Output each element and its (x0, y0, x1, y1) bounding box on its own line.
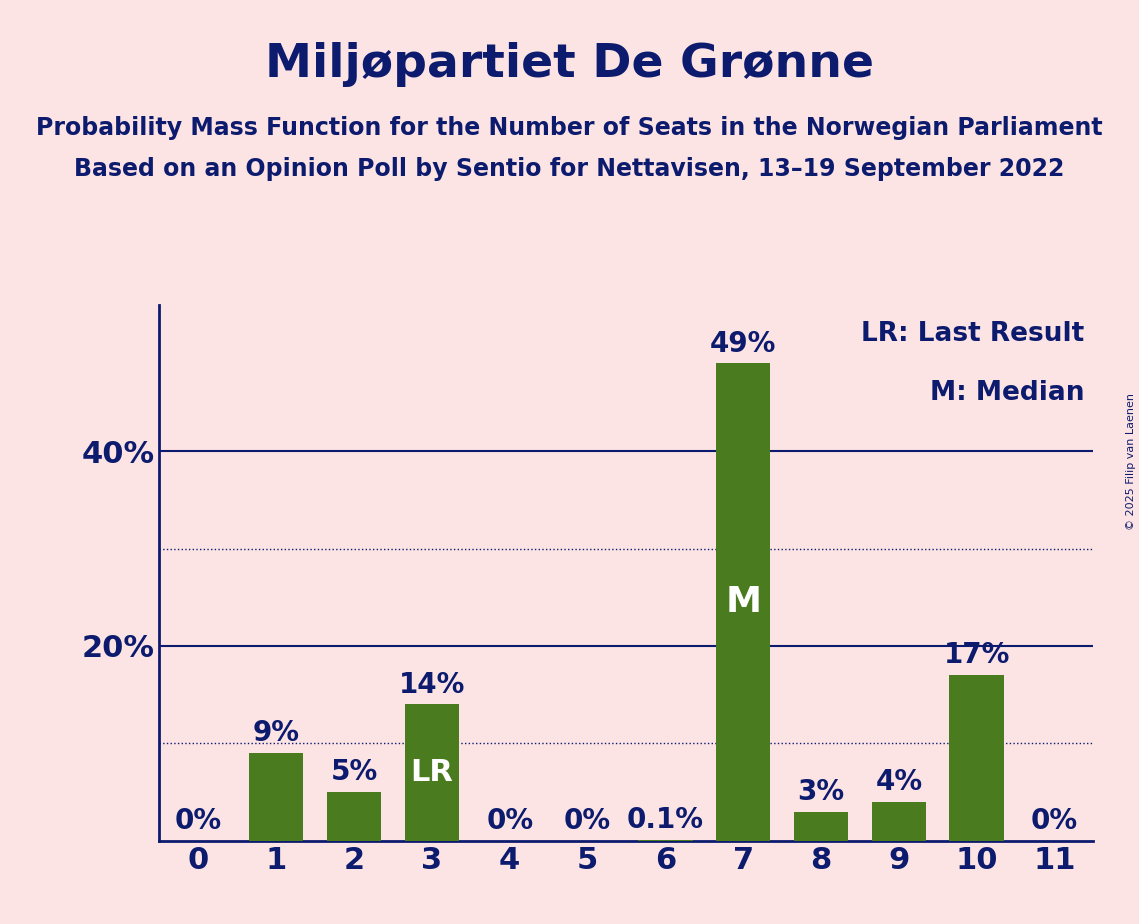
Text: Probability Mass Function for the Number of Seats in the Norwegian Parliament: Probability Mass Function for the Number… (36, 116, 1103, 140)
Bar (950, 675, 1003, 841)
Bar (871, 802, 926, 841)
Text: LR: Last Result: LR: Last Result (861, 321, 1084, 347)
Text: 5%: 5% (330, 759, 378, 786)
Bar (327, 792, 382, 841)
Text: M: Median: M: Median (929, 380, 1084, 406)
Bar (638, 840, 693, 841)
Text: 4%: 4% (875, 768, 923, 796)
Bar (249, 753, 303, 841)
Text: 9%: 9% (253, 719, 300, 748)
Text: 0.1%: 0.1% (626, 806, 704, 834)
Bar (716, 363, 770, 841)
Text: © 2025 Filip van Laenen: © 2025 Filip van Laenen (1126, 394, 1136, 530)
Text: Miljøpartiet De Grønne: Miljøpartiet De Grønne (265, 42, 874, 87)
Text: 0%: 0% (564, 807, 612, 835)
Text: 14%: 14% (399, 671, 465, 699)
Text: 0%: 0% (1031, 807, 1079, 835)
Text: 3%: 3% (797, 778, 845, 806)
Text: 0%: 0% (486, 807, 533, 835)
Text: 17%: 17% (943, 641, 1010, 669)
Bar (794, 811, 849, 841)
Text: LR: LR (410, 758, 453, 787)
Text: 49%: 49% (710, 330, 777, 358)
Text: 0%: 0% (174, 807, 222, 835)
Text: Based on an Opinion Poll by Sentio for Nettavisen, 13–19 September 2022: Based on an Opinion Poll by Sentio for N… (74, 157, 1065, 181)
Bar (404, 704, 459, 841)
Text: M: M (726, 585, 761, 619)
